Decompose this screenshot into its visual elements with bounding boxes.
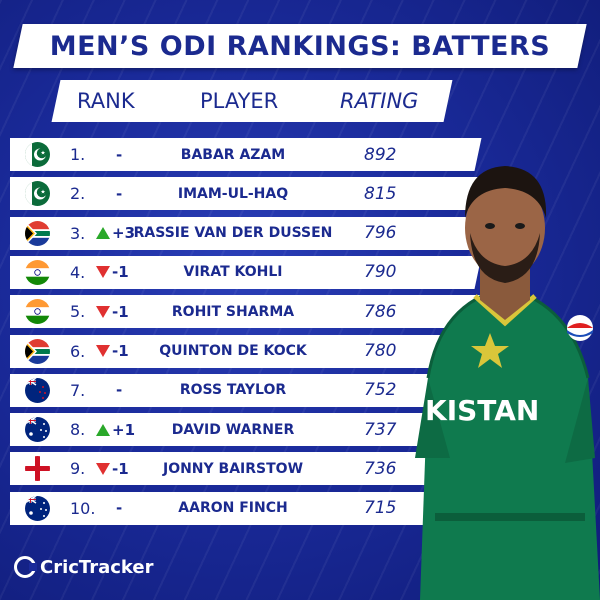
- rank-change-value: -: [116, 499, 123, 518]
- rank-change: -1: [96, 335, 129, 368]
- rank-number: 7.: [70, 380, 86, 400]
- arrow-up-icon: [96, 227, 110, 240]
- table-row: 3. +3 RASSIE VAN DER DUSSEN 796: [10, 216, 468, 250]
- player-rating: 796: [364, 223, 397, 244]
- table-row: 9. -1 JONNY BAIRSTOW 736: [10, 452, 468, 486]
- australia-flag-icon: [25, 417, 50, 443]
- rank-number: 3.: [70, 223, 86, 243]
- player-photo: KISTAN: [415, 166, 600, 600]
- column-header-rank: RANK: [77, 89, 135, 113]
- rank-change: -: [116, 138, 122, 171]
- rank-number: 6.: [70, 341, 86, 361]
- table-row: 2. - IMAM-UL-HAQ 815: [10, 177, 468, 211]
- table-row: 5. -1 ROHIT SHARMA 786: [10, 295, 468, 329]
- player-name: AARON FINCH: [178, 500, 288, 517]
- table-row: 7. - ROSS TAYLOR 752: [10, 373, 468, 407]
- player-name: DAVID WARNER: [171, 421, 295, 438]
- player-rating: 715: [364, 498, 397, 519]
- rank-change: -1: [96, 256, 129, 289]
- rank-change: -1: [96, 295, 129, 328]
- player-rating: 780: [364, 341, 397, 361]
- player-name: VIRAT KOHLI: [183, 264, 283, 281]
- jersey-text: KISTAN: [425, 394, 539, 427]
- rank-change: +3: [96, 217, 135, 250]
- rank-number: 2.: [70, 184, 86, 204]
- player-name: JONNY BAIRSTOW: [162, 460, 304, 477]
- arrow-down-icon: [96, 266, 110, 279]
- rank-change: +1: [96, 413, 135, 446]
- crictracker-logo: CricTracker: [14, 556, 154, 578]
- pakistan-flag-icon: [25, 181, 50, 207]
- rank-number: 8.: [70, 420, 86, 440]
- player-name: QUINTON DE KOCK: [159, 343, 307, 359]
- arrow-down-icon: [96, 345, 110, 357]
- rank-change-value: -: [116, 145, 123, 164]
- player-rating: 786: [364, 301, 397, 322]
- player-rating: 815: [364, 183, 397, 204]
- rank-change-value: -1: [112, 342, 129, 360]
- rank-change: -: [116, 177, 122, 210]
- arrow-up-icon: [96, 423, 110, 436]
- player-rating: 752: [364, 380, 397, 401]
- player-name: ROSS TAYLOR: [179, 382, 287, 399]
- rank-number: 4.: [70, 262, 86, 282]
- table-row: 6. -1 QUINTON DE KOCK 780: [10, 334, 468, 368]
- player-name: RASSIE VAN DER DUSSEN: [133, 225, 333, 242]
- south-africa-flag-icon: [25, 338, 50, 364]
- player-rating: 892: [364, 144, 397, 165]
- rank-change-value: +1: [112, 420, 136, 439]
- player-rating: 736: [364, 458, 397, 479]
- rank-change-value: -1: [112, 302, 129, 321]
- rank-number: 9.: [70, 459, 86, 479]
- rank-change-value: -: [116, 381, 123, 400]
- rank-number: 10.: [70, 498, 96, 518]
- rank-change-value: -1: [112, 263, 129, 282]
- rank-change-value: +3: [112, 224, 136, 243]
- england-flag-icon: [25, 456, 50, 482]
- player-name: IMAM-UL-HAQ: [177, 185, 289, 202]
- rank-number: 5.: [70, 302, 86, 322]
- rank-change: -: [116, 492, 122, 525]
- rank-change: -1: [96, 452, 129, 485]
- india-flag-icon: [25, 299, 50, 325]
- table-row: 8. +1 DAVID WARNER 737: [10, 413, 468, 447]
- rank-change-value: -: [116, 184, 123, 203]
- logo-text: CricTracker: [40, 556, 154, 578]
- new-zealand-flag-icon: [25, 377, 50, 403]
- arrow-down-icon: [96, 305, 110, 318]
- india-flag-icon: [25, 259, 50, 285]
- australia-flag-icon: [25, 495, 50, 521]
- table-row: 10. - AARON FINCH 715: [10, 491, 468, 525]
- crictracker-logo-mark: [14, 556, 37, 578]
- arrow-down-icon: [96, 462, 110, 475]
- page-title: MEN’S ODI RANKINGS: BATTERS: [49, 30, 551, 62]
- south-africa-flag-icon: [25, 220, 50, 246]
- rank-change-value: -1: [112, 459, 129, 478]
- table-row: 1. - BABAR AZAM 892: [10, 138, 468, 171]
- player-rating: 790: [364, 262, 397, 283]
- pakistan-flag-icon: [25, 142, 50, 167]
- rank-change: -: [116, 374, 122, 407]
- player-name: BABAR AZAM: [180, 146, 286, 163]
- table-row: 4. -1 VIRAT KOHLI 790: [10, 255, 468, 289]
- player-name: ROHIT SHARMA: [171, 303, 295, 320]
- rank-number: 1.: [70, 145, 86, 164]
- column-header-rating: RATING: [340, 89, 419, 113]
- column-header-player: PLAYER: [200, 89, 279, 113]
- player-rating: 737: [364, 419, 397, 440]
